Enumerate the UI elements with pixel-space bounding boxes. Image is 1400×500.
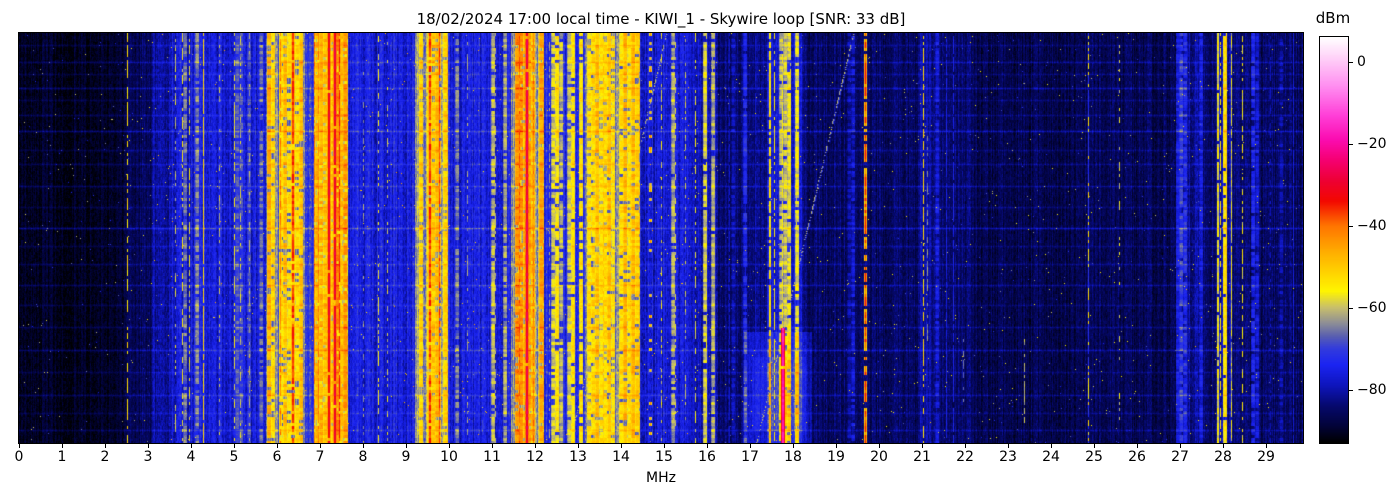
x-tick-mark: [148, 444, 149, 448]
x-tick-mark: [922, 444, 923, 448]
x-tick-mark: [621, 444, 622, 448]
colorbar-tick-label: −80: [1357, 381, 1387, 398]
x-tick-label: 28: [1214, 449, 1232, 465]
plot-frame: [18, 32, 1304, 444]
x-tick-label: 13: [569, 449, 587, 465]
x-tick-label: 19: [827, 449, 845, 465]
x-tick-label: 5: [229, 449, 239, 465]
x-tick-mark: [1223, 444, 1225, 448]
x-tick-mark: [1051, 444, 1053, 448]
colorbar-tick-mark: [1349, 61, 1353, 63]
colorbar-tick-label: −20: [1357, 135, 1387, 152]
x-tick-label: 23: [999, 449, 1017, 465]
x-tick-label: 9: [401, 449, 411, 465]
x-tick-label: 15: [655, 449, 673, 465]
x-axis-label: MHz: [646, 470, 676, 486]
x-tick-mark: [1266, 444, 1268, 448]
x-tick-label: 7: [315, 449, 325, 465]
colorbar-tick-label: 0: [1357, 53, 1366, 70]
x-tick-label: 8: [358, 449, 368, 465]
x-tick-mark: [406, 444, 407, 448]
x-tick-label: 10: [440, 449, 458, 465]
x-tick-mark: [578, 444, 579, 448]
x-tick-mark: [965, 444, 966, 448]
x-tick-mark: [277, 444, 278, 448]
colorbar-frame: [1319, 36, 1349, 444]
x-tick-label: 24: [1042, 449, 1060, 465]
x-tick-label: 0: [14, 449, 24, 465]
colorbar-tick-label: −40: [1357, 217, 1387, 234]
x-tick-label: 26: [1128, 449, 1146, 465]
x-tick-mark: [1180, 444, 1182, 448]
x-tick-label: 2: [100, 449, 110, 465]
x-tick-mark: [793, 444, 794, 448]
x-tick-label: 20: [870, 449, 888, 465]
x-tick-mark: [363, 444, 364, 448]
x-tick-label: 11: [483, 449, 501, 465]
spectrogram-canvas: [19, 33, 1303, 443]
figure-title: 18/02/2024 17:00 local time - KIWI_1 - S…: [416, 10, 906, 28]
x-tick-mark: [234, 444, 235, 448]
colorbar-tick-mark: [1349, 389, 1353, 391]
x-tick-label: 25: [1085, 449, 1103, 465]
x-tick-mark: [492, 444, 493, 448]
x-tick-mark: [535, 444, 536, 448]
x-tick-mark: [19, 444, 20, 448]
colorbar-tick-mark: [1349, 143, 1353, 145]
x-tick-mark: [1094, 444, 1096, 448]
colorbar-tick-mark: [1349, 225, 1353, 227]
x-tick-label: 1: [57, 449, 67, 465]
x-tick-label: 17: [741, 449, 759, 465]
x-tick-mark: [879, 444, 880, 448]
x-tick-label: 22: [956, 449, 974, 465]
x-tick-mark: [1137, 444, 1139, 448]
x-tick-label: 18: [784, 449, 802, 465]
x-tick-mark: [62, 444, 63, 448]
x-tick-mark: [1008, 444, 1009, 448]
x-tick-mark: [320, 444, 321, 448]
x-tick-label: 29: [1257, 449, 1275, 465]
colorbar-tick-mark: [1349, 307, 1353, 309]
x-tick-label: 27: [1171, 449, 1189, 465]
colorbar-gradient: [1320, 37, 1348, 443]
colorbar-label: dBm: [1315, 9, 1351, 27]
x-tick-mark: [707, 444, 708, 448]
x-tick-label: 21: [913, 449, 931, 465]
x-tick-label: 16: [698, 449, 716, 465]
x-tick-label: 6: [272, 449, 282, 465]
x-tick-mark: [191, 444, 192, 448]
x-tick-mark: [449, 444, 450, 448]
x-tick-mark: [664, 444, 665, 448]
colorbar-tick-label: −60: [1357, 299, 1387, 316]
x-tick-mark: [836, 444, 837, 448]
x-tick-label: 12: [526, 449, 544, 465]
x-tick-label: 4: [186, 449, 196, 465]
x-tick-label: 14: [612, 449, 630, 465]
x-tick-mark: [750, 444, 751, 448]
x-tick-mark: [105, 444, 106, 448]
x-tick-label: 3: [143, 449, 153, 465]
